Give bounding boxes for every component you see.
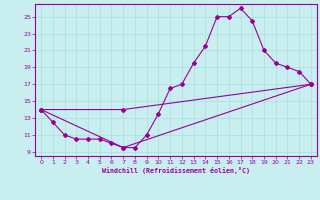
X-axis label: Windchill (Refroidissement éolien,°C): Windchill (Refroidissement éolien,°C) — [102, 167, 250, 174]
